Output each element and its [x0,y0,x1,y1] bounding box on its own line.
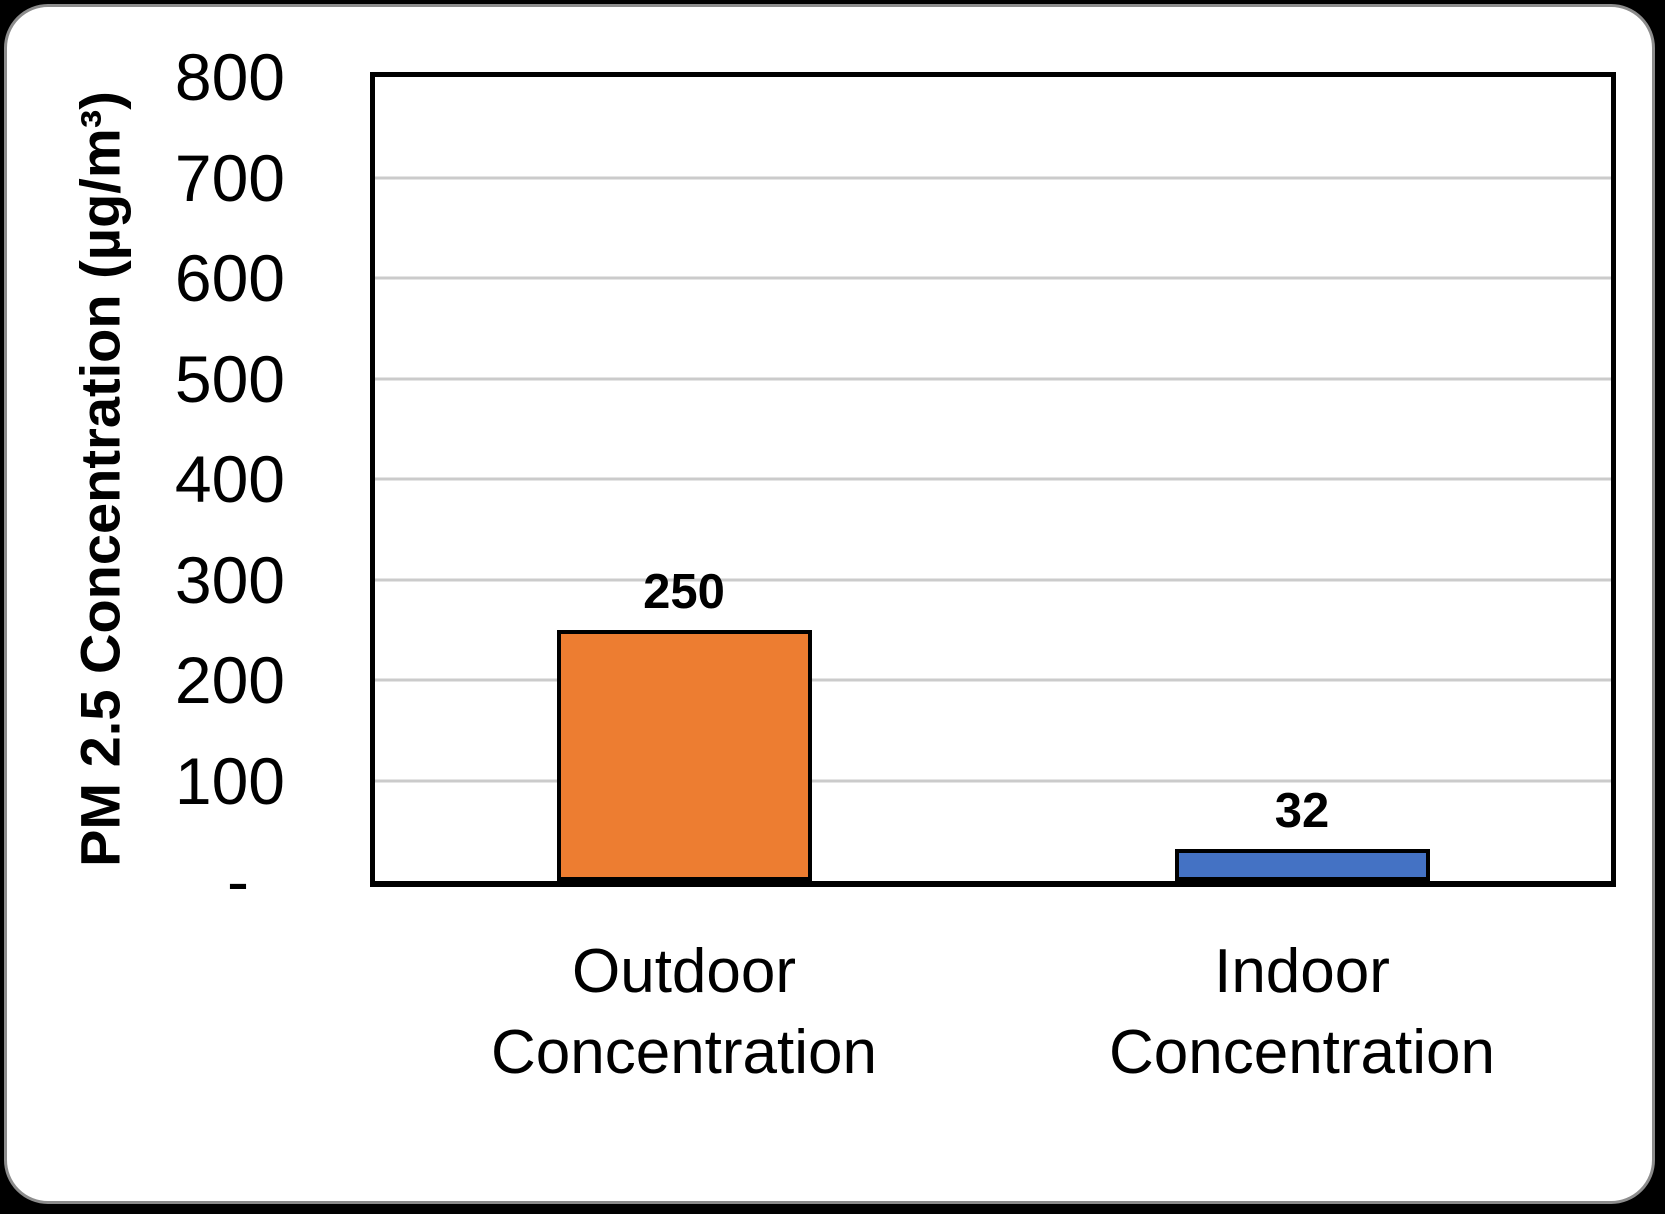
plot-area: 250 32 [370,72,1616,887]
data-label-outdoor: 250 [643,564,725,619]
y-tick-500: 500 [174,341,285,416]
x-category-outdoor-text: Outdoor Concentration [490,937,878,1087]
bar-group-outdoor: 250 [375,77,993,881]
bar-series: 250 32 [375,77,1611,881]
y-tick-400: 400 [174,442,285,516]
x-category-indoor: Indoor Concentration [993,932,1611,1093]
y-tick-800: 800 [174,40,285,114]
chart-card: PM 2.5 Concentration (µg/m³) 800 700 600 50… [4,4,1655,1204]
gridline-700 [375,176,1611,179]
gridline-400 [375,477,1611,481]
data-label-indoor: 32 [1274,783,1330,838]
gridline-200 [375,678,1611,682]
gridline-100 [375,779,1611,782]
x-axis-category-labels: Outdoor Concentration Indoor Concentrati… [375,932,1611,1093]
y-tick-700: 700 [174,140,285,215]
y-tick-200: 200 [174,643,285,717]
y-axis-tick-labels: 800 700 600 500 400 300 200 100 - [127,40,285,918]
x-category-outdoor: Outdoor Concentration [375,932,993,1093]
y-tick--: - [227,844,249,918]
y-tick-300: 300 [174,542,285,617]
y-tick-100: 100 [174,743,285,818]
bar-indoor-concentration: 32 [1174,784,1430,881]
x-category-indoor-text: Indoor Concentration [1108,937,1496,1087]
y-tick-600: 600 [174,241,285,315]
bar-group-indoor: 32 [993,77,1611,881]
gridline-600 [375,276,1611,280]
y-axis-title: PM 2.5 Concentration (µg/m³) [68,91,132,867]
bar-outdoor-concentration: 250 [556,565,812,881]
gridline-300 [375,578,1611,581]
gridline-500 [375,377,1611,380]
gridlines [375,77,1611,881]
